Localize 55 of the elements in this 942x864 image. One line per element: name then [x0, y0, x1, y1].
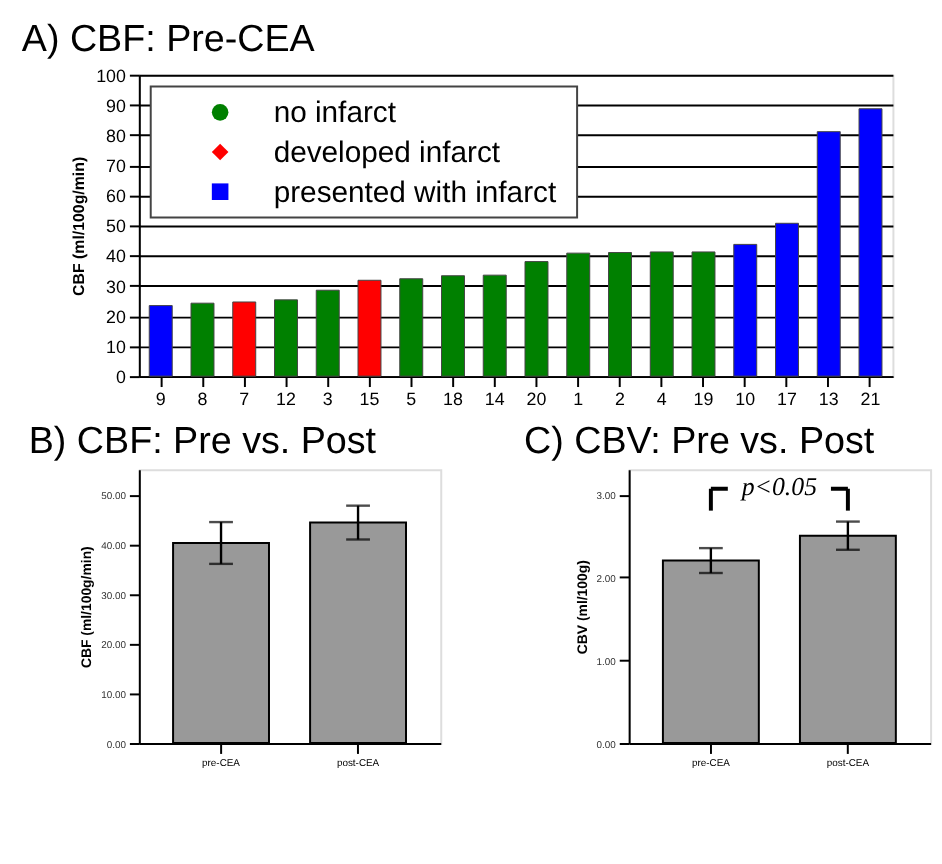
chart-title: B) CBF: Pre vs. Post — [28, 419, 378, 462]
x-tick-label: 1 — [573, 388, 584, 409]
bar — [315, 289, 340, 377]
bar — [357, 279, 382, 377]
x-tick-label: 2 — [615, 388, 626, 409]
x-tick-label: 21 — [860, 388, 881, 409]
x-tick-label: 20 — [526, 388, 547, 409]
y-tick-label: 90 — [106, 95, 126, 116]
bar — [148, 305, 173, 377]
bar — [524, 261, 549, 377]
bar — [775, 222, 799, 377]
bar — [274, 299, 298, 377]
y-tick-label: 0 — [115, 367, 126, 388]
bar — [733, 243, 758, 377]
x-tick-label: 4 — [656, 388, 667, 409]
y-tick-label: 30 — [106, 276, 126, 297]
bar — [441, 275, 465, 377]
x-tick-label: 14 — [484, 388, 505, 409]
bar — [482, 274, 507, 377]
bar — [858, 108, 883, 377]
legend-label: presented with infarct — [273, 177, 558, 210]
bar — [190, 302, 215, 377]
bar — [566, 252, 591, 377]
x-tick-label: 3 — [322, 388, 333, 409]
y-tick-label: 40 — [106, 246, 126, 267]
y-tick-label: 100 — [96, 65, 126, 86]
x-tick-label: 9 — [155, 388, 166, 409]
x-tick-label: 17 — [777, 388, 797, 409]
bar — [608, 252, 632, 377]
chart-title: A) CBF: Pre-CEA — [21, 16, 316, 59]
y-tick-label: 10 — [106, 336, 126, 357]
legend-label: no infarct — [273, 98, 398, 131]
x-tick-label: 18 — [443, 388, 463, 409]
annotation: p<0.05 — [739, 472, 819, 501]
y-tick-label: 60 — [106, 186, 126, 207]
bar — [232, 301, 257, 377]
bar — [399, 278, 424, 377]
x-tick-label: 10 — [735, 388, 756, 409]
y-tick-label: 20 — [106, 306, 126, 327]
y-tick-label: 70 — [106, 156, 126, 177]
x-tick-label: 5 — [406, 388, 417, 409]
bar — [649, 251, 674, 377]
x-tick-label: 19 — [693, 388, 714, 409]
x-tick-label: 13 — [818, 388, 839, 409]
legend-label: developed infarct — [273, 137, 502, 170]
y-tick-label: 50 — [106, 216, 126, 237]
x-tick-label: 8 — [197, 388, 208, 409]
bar — [816, 131, 841, 377]
y-tick-label: 80 — [106, 125, 126, 146]
x-tick-label: 15 — [359, 388, 380, 409]
x-tick-label: 12 — [276, 388, 296, 409]
bar — [691, 251, 716, 377]
x-tick-label: 7 — [239, 388, 250, 409]
y-axis-title: CBF (ml/100g/min) — [70, 156, 89, 296]
chart-title: C) CBV: Pre vs. Post — [524, 419, 876, 462]
